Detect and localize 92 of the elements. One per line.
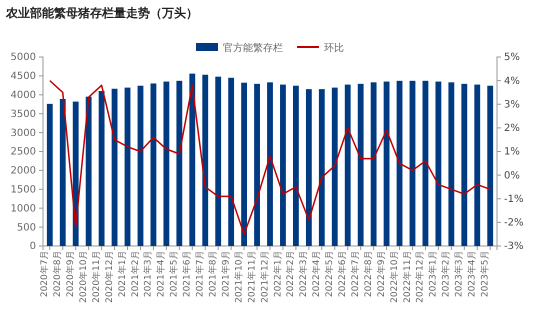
bar	[332, 88, 338, 246]
y-tick-label: 2000	[10, 166, 36, 177]
x-tick-label: 2020年7月	[39, 250, 50, 298]
bar	[138, 86, 144, 246]
x-tick-label: 2020年9月	[65, 250, 76, 298]
bar	[461, 84, 468, 246]
y2-tick-label: -2%	[504, 218, 524, 229]
bar	[124, 88, 130, 246]
x-tick-label: 2021年7月	[194, 250, 206, 298]
legend-label: 官方能繁存栏	[223, 42, 283, 54]
bar	[241, 82, 248, 246]
bar	[215, 76, 222, 246]
bar	[384, 82, 390, 246]
bar	[474, 84, 480, 246]
x-tick-label: 2022年7月	[350, 250, 361, 298]
x-tick-label: 2022年4月	[311, 250, 322, 298]
bar	[46, 104, 53, 246]
y-tick-label: 1500	[10, 184, 36, 196]
x-tick-label: 2021年4月	[156, 250, 167, 298]
bar	[280, 84, 286, 246]
x-tick-label: 2023年3月	[454, 250, 465, 298]
x-tick-label: 2020年8月	[52, 250, 64, 298]
x-tick-label: 2021年11月	[246, 250, 258, 303]
bar	[370, 82, 377, 246]
chart-title: 农业部能繁母猪存栏量走势（万头）	[5, 6, 198, 20]
bar	[396, 80, 402, 246]
x-tick-label: 2022年6月	[337, 250, 348, 298]
bar	[150, 83, 156, 246]
x-tick-label: 2022年10月	[388, 250, 400, 303]
bar	[98, 91, 105, 246]
y2-tick-label: -1%	[504, 194, 524, 205]
bar	[422, 80, 428, 246]
y-tick-label: 3000	[10, 128, 36, 139]
x-tick-label: 2023年2月	[440, 250, 452, 298]
x-tick-label: 2021年2月	[130, 250, 141, 298]
legend-label: 环比	[324, 42, 344, 54]
bar	[112, 88, 118, 246]
x-tick-label: 2023年4月	[466, 250, 478, 298]
y-tick-label: 2500	[10, 146, 36, 158]
y-tick-label: 5000	[10, 52, 36, 64]
bar	[254, 84, 260, 246]
x-tick-label: 2022年3月	[298, 250, 310, 298]
bar	[86, 96, 92, 246]
y-tick-label: 4000	[10, 90, 36, 101]
bar	[318, 89, 325, 246]
bar	[358, 84, 364, 246]
bar	[410, 80, 416, 246]
bar	[228, 78, 234, 246]
x-tick-label: 2021年10月	[233, 250, 244, 303]
bar	[487, 86, 494, 246]
x-tick-label: 2022年1月	[272, 250, 284, 298]
y2-tick-label: 3%	[504, 99, 520, 110]
x-tick-label: 2022年5月	[324, 250, 336, 298]
y2-tick-label: 4%	[504, 76, 520, 87]
bar	[435, 82, 442, 246]
y-tick-label: 1000	[10, 203, 36, 214]
x-tick-label: 2020年12月	[104, 250, 115, 303]
bar	[267, 82, 273, 246]
bar	[202, 74, 208, 246]
x-tick-label: 2020年10月	[78, 250, 89, 303]
y2-tick-label: 5%	[504, 52, 520, 64]
y2-tick-label: -3%	[504, 241, 524, 252]
x-tick-label: 2022年2月	[285, 250, 296, 298]
bar	[306, 89, 312, 246]
y2-tick-label: 1%	[504, 146, 520, 158]
line-series	[49, 80, 491, 235]
y2-tick-label: 2%	[504, 123, 520, 134]
x-tick-label: 2023年5月	[480, 250, 490, 298]
bar	[448, 82, 454, 246]
bar	[60, 98, 66, 246]
bar	[292, 86, 299, 246]
x-tick-label: 2023年1月	[428, 250, 439, 298]
x-tick-label: 2022年9月	[376, 250, 387, 298]
y-tick-label: 4500	[10, 71, 36, 82]
bar	[176, 80, 182, 246]
x-tick-label: 2021年5月	[168, 250, 180, 298]
x-tick-label: 2021年6月	[182, 250, 193, 298]
x-tick-label: 2022年8月	[362, 250, 374, 298]
bar	[163, 82, 170, 246]
x-tick-label: 2022年11月	[402, 250, 413, 303]
bar	[344, 84, 351, 246]
y-tick-label: 3500	[10, 108, 36, 120]
x-tick-label: 2021年3月	[142, 250, 154, 298]
x-tick-label: 2020年11月	[90, 250, 102, 303]
x-tick-label: 2021年8月	[207, 250, 218, 298]
y2-tick-label: 0%	[504, 170, 520, 182]
y-tick-label: 500	[16, 222, 36, 234]
x-tick-label: 2021年12月	[259, 250, 270, 303]
y-tick-label: 0	[30, 241, 36, 252]
x-tick-label: 2022年12月	[414, 250, 426, 303]
x-tick-label: 2021年1月	[116, 250, 128, 298]
x-tick-label: 2021年9月	[220, 250, 232, 298]
